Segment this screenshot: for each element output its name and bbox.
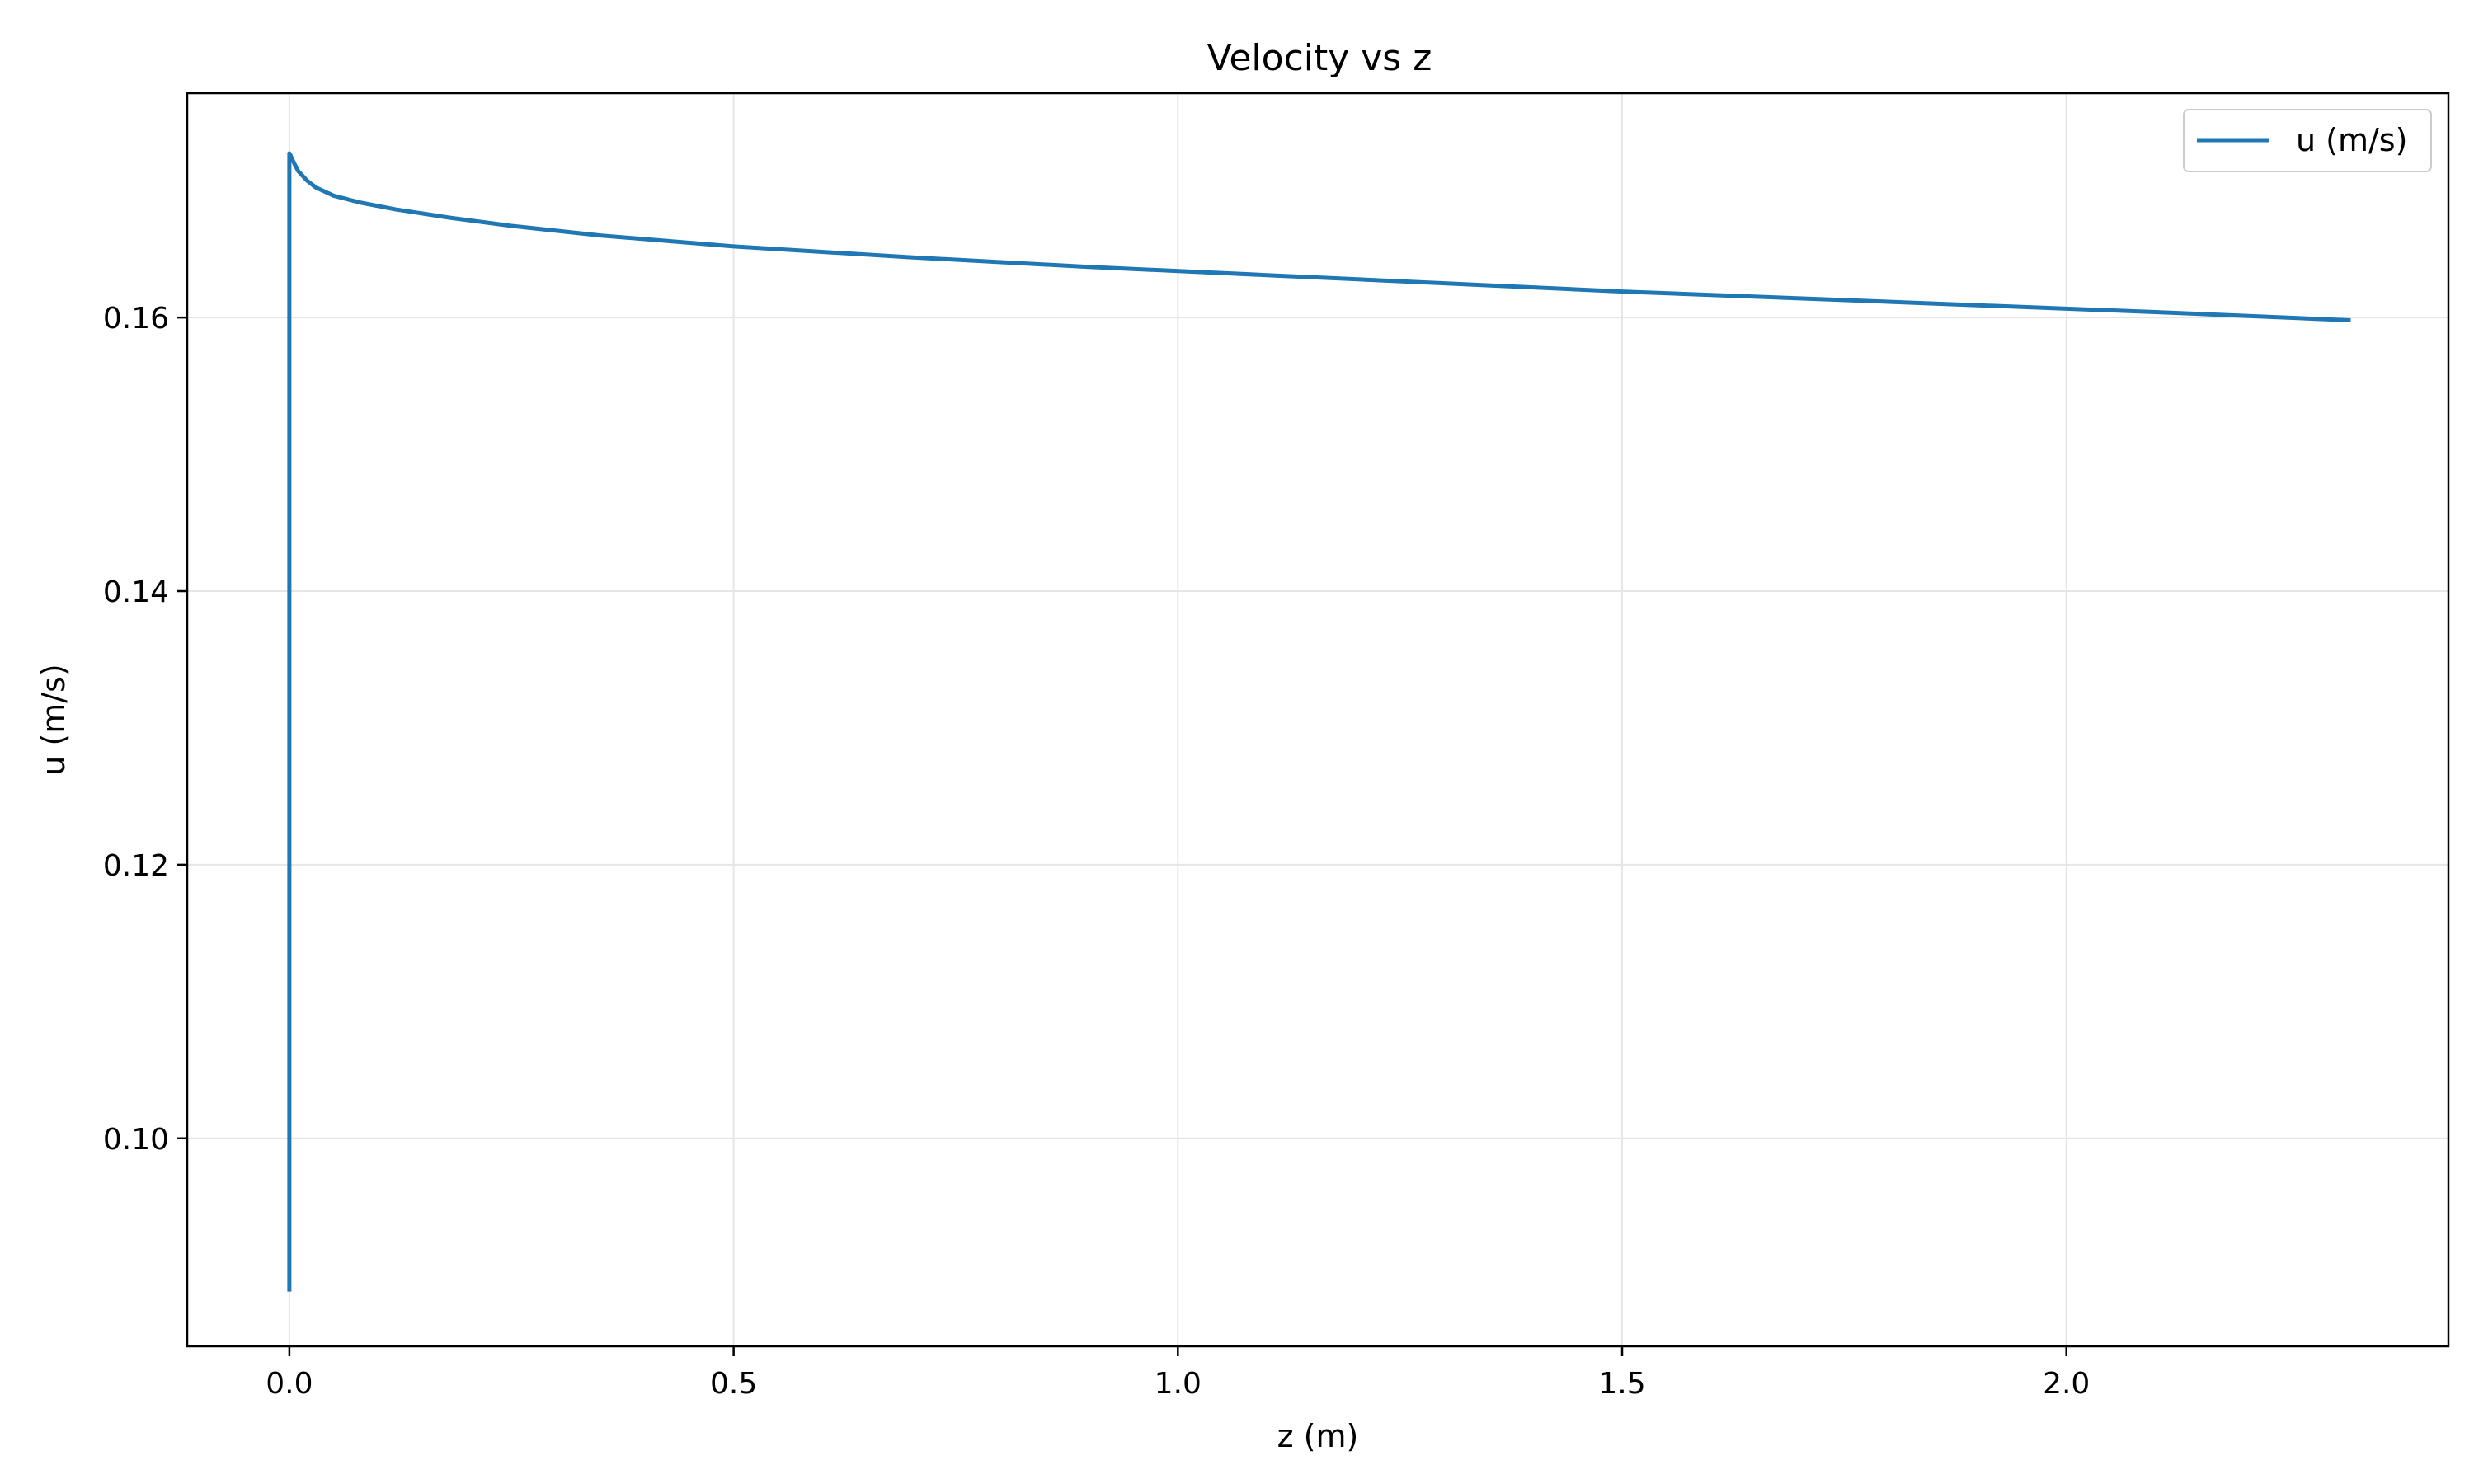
chart-title: Velocity vs z	[1207, 37, 1432, 79]
x-tick-label-2: 1.0	[1155, 1367, 1202, 1401]
plot-frame	[186, 92, 2450, 1348]
x-ticks: 0.0 0.5 1.0 1.5 2.0	[266, 1346, 2090, 1401]
legend: u (m/s)	[2183, 109, 2432, 172]
y-tick-label-3: 0.16	[103, 302, 169, 336]
legend-box	[2183, 109, 2432, 172]
series-layer	[287, 151, 2351, 1292]
y-ticks: 0.10 0.12 0.14 0.16	[103, 302, 187, 1157]
x-tick-label-3: 1.5	[1598, 1367, 1645, 1401]
x-tick-label-1: 0.5	[710, 1367, 757, 1401]
y-tick-label-2: 0.14	[103, 575, 169, 609]
grid	[187, 93, 2448, 1346]
y-axis-label: u (m/s)	[35, 664, 72, 775]
series-line-0	[287, 151, 2351, 1292]
legend-label-u: u (m/s)	[2296, 122, 2407, 158]
x-tick-label-4: 2.0	[2043, 1367, 2090, 1401]
y-tick-label-1: 0.12	[103, 849, 169, 883]
y-tick-label-0: 0.10	[103, 1123, 169, 1157]
x-axis-label: z (m)	[1277, 1418, 1359, 1454]
x-tick-label-0: 0.0	[266, 1367, 313, 1401]
